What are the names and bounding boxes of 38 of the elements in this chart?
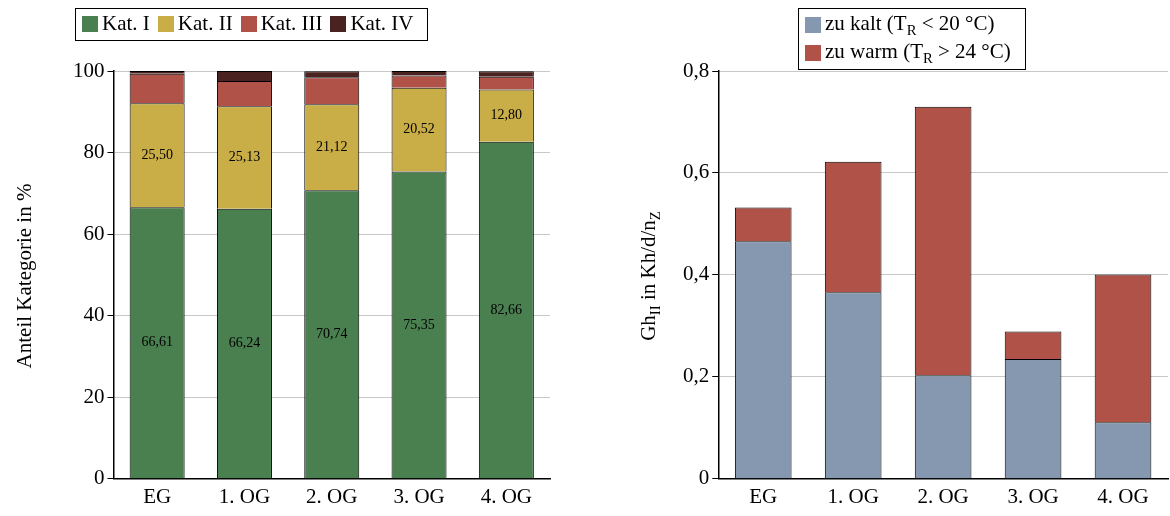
legend-label: Kat. IV bbox=[350, 11, 414, 36]
data-label: 66,61 bbox=[141, 334, 173, 350]
data-label: 82,66 bbox=[490, 301, 523, 317]
y-tick-label: 0,4 bbox=[683, 261, 710, 286]
y-tick-label: 0 bbox=[698, 465, 710, 490]
legend-label: Kat. I bbox=[102, 11, 150, 36]
x-tick-label: 1. OG bbox=[218, 483, 271, 508]
y-tick-label: 0,2 bbox=[683, 363, 710, 388]
y-tick-label: 20 bbox=[83, 383, 105, 408]
y-tick-label: 60 bbox=[83, 220, 105, 245]
data-label: 21,12 bbox=[316, 138, 348, 154]
data-label: 75,35 bbox=[403, 316, 435, 332]
x-tick-label: 3. OG bbox=[1007, 483, 1059, 508]
y-tick-label: 0,6 bbox=[683, 159, 710, 184]
y-tick-label: 40 bbox=[83, 302, 105, 327]
data-label: 25,13 bbox=[228, 149, 261, 165]
legend-label: zu warm (T$_{R}$ > 24 °C) bbox=[825, 39, 1011, 68]
y-axis-title: Anteil Kategorie in % bbox=[11, 183, 37, 369]
legend-label: zu kalt (T$_{R}$ < 20 °C) bbox=[825, 11, 995, 40]
x-tick-label: EG bbox=[143, 483, 172, 508]
x-tick-label: 1. OG bbox=[827, 483, 879, 508]
x-tick-label: 2. OG bbox=[917, 483, 969, 508]
y-tick-label: 100 bbox=[73, 57, 105, 82]
data-label: 66,24 bbox=[228, 335, 261, 351]
data-label: 25,50 bbox=[141, 146, 173, 162]
x-tick-label: 4. OG bbox=[480, 483, 533, 508]
legend-label: Kat. III bbox=[260, 11, 323, 36]
x-tick-label: 3. OG bbox=[393, 483, 445, 508]
x-tick-label: 2. OG bbox=[306, 483, 358, 508]
x-tick-label: 4. OG bbox=[1097, 483, 1149, 508]
y-tick-label: 0 bbox=[94, 465, 105, 490]
y-tick-label: 0,8 bbox=[683, 57, 710, 82]
y-tick-label: 80 bbox=[83, 139, 105, 164]
data-label: 12,80 bbox=[490, 107, 523, 123]
data-label: 70,74 bbox=[316, 325, 348, 341]
legend-label: Kat. II bbox=[177, 11, 233, 36]
data-label: 20,52 bbox=[403, 121, 435, 137]
x-tick-label: EG bbox=[749, 483, 778, 508]
